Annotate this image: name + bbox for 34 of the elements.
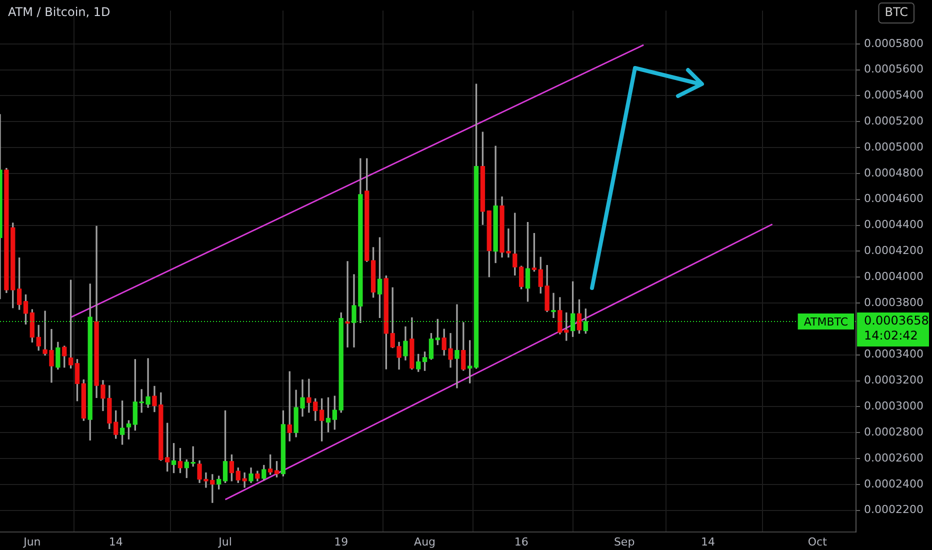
- y-tick-label: 0.0004200: [864, 244, 924, 258]
- x-tick-label: 14: [108, 535, 123, 548]
- y-tick-label: 0.0003000: [864, 400, 924, 413]
- text: BTC: [884, 5, 908, 20]
- y-tick-label: 0.0005000: [864, 140, 924, 154]
- chart-title: ATM / Bitcoin, 1D: [8, 5, 110, 19]
- y-tick-label: 0.0002600: [864, 451, 924, 464]
- y-tick-label: 0.0004400: [864, 218, 924, 232]
- x-tick-label: 16: [514, 535, 528, 548]
- x-tick-label: 19: [334, 535, 348, 548]
- y-tick-label: 0.0002800: [864, 425, 924, 438]
- y-tick-label: 0.0004600: [864, 192, 924, 206]
- y-tick-label: 0.0002400: [864, 477, 924, 490]
- y-tick-label: 0.0004800: [864, 166, 924, 180]
- x-tick-label: Jul: [218, 535, 232, 548]
- y-tick-label: 0.0005600: [864, 62, 924, 76]
- y-tick-label: 0.0005200: [864, 114, 924, 128]
- text: 14:02:42: [864, 328, 918, 343]
- x-tick-label: Sep: [614, 535, 635, 548]
- candlestick: [345, 261, 350, 348]
- x-tick-label: Jun: [22, 535, 41, 548]
- y-tick-label: 0.0003400: [864, 348, 924, 361]
- y-tick-label: 0.0004000: [864, 270, 924, 283]
- y-tick-label: 0.0003200: [864, 374, 924, 387]
- text: 0.0003658: [864, 314, 929, 328]
- ref-line-label: ATMBTC: [804, 315, 848, 328]
- candlestick: [551, 292, 556, 318]
- y-tick-label: 0.0005800: [864, 36, 924, 50]
- y-tick-label: 0.0005400: [864, 88, 924, 102]
- x-tick-label: Aug: [414, 535, 436, 548]
- y-tick-label: 0.0003800: [864, 296, 924, 309]
- y-tick-label: 0.0002200: [864, 503, 924, 516]
- x-tick-label: 14: [700, 535, 715, 548]
- x-tick-label: Oct: [808, 535, 828, 548]
